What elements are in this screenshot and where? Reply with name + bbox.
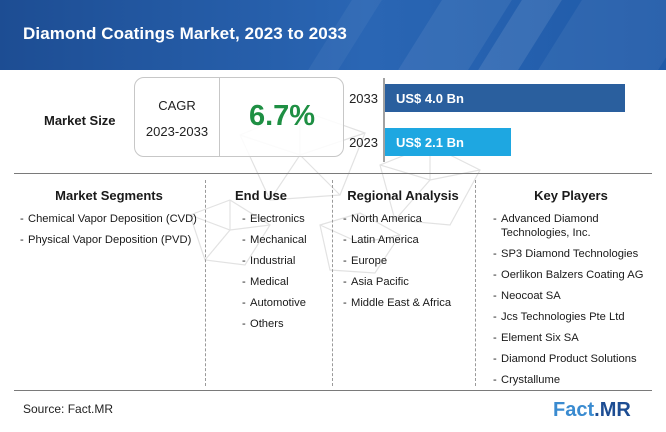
player-label: Diamond Product Solutions	[501, 353, 637, 365]
region-label: Europe	[351, 255, 388, 267]
banner-stripe	[538, 0, 666, 70]
list-item: - Advanced Diamond Technologies, Inc.	[493, 212, 666, 240]
market-segments-column: Market Segments - Chemical Vapor Depositi…	[14, 180, 204, 390]
list-item: - Element Six SA	[493, 332, 579, 344]
end-use-label: Others	[250, 318, 284, 330]
list-item: - Chemical Vapor Deposition (CVD)	[20, 213, 197, 225]
key-players-column: Key Players - Advanced Diamond Technologi…	[476, 180, 666, 390]
market-size-bar-chart: 2033 US$ 4.0 Bn 2023 US$ 2.1 Bn	[349, 78, 625, 162]
bar	[385, 84, 625, 112]
list-item: - Diamond Product Solutions	[493, 353, 637, 365]
end-use-label: Mechanical	[250, 234, 307, 246]
segment-label: Physical Vapor Deposition (PVD)	[28, 234, 192, 246]
player-label: Advanced Diamond	[501, 213, 599, 225]
end-use-column: End Use - Electronics - Mechanical - Indust…	[206, 180, 316, 390]
list-item: - SP3 Diamond Technologies	[493, 248, 639, 260]
logo-part: MR	[599, 399, 631, 421]
cagr-label: CAGR	[158, 98, 196, 113]
list-item: - Electronics	[242, 213, 305, 225]
player-label: Element Six SA	[501, 332, 579, 344]
list-item: - Physical Vapor Deposition (PVD)	[20, 234, 192, 246]
player-label-continued: Technologies, Inc.	[501, 227, 591, 239]
logo-part: .	[594, 399, 600, 421]
list-item: - Middle East & Africa	[343, 297, 452, 309]
list-item: - Others	[242, 318, 284, 330]
region-label: North America	[351, 213, 422, 225]
end-use-label: Automotive	[250, 297, 306, 309]
player-label: Neocoat SA	[501, 290, 561, 302]
player-label: Crystallume	[501, 374, 561, 386]
list-item: - Europe	[343, 255, 388, 267]
regional-analysis-column: Regional Analysis - North America - Latin …	[333, 180, 473, 390]
footer-separator	[14, 390, 652, 391]
list-item: - Crystallume	[493, 374, 561, 386]
regional-analysis-list: - North America - Latin America - Europe -A…	[333, 212, 473, 310]
column-divider	[332, 180, 333, 386]
end-use-label: Electronics	[250, 213, 305, 225]
key-players-heading: Key Players	[534, 188, 608, 203]
end-use-list: - Electronics - Mechanical - Industrial - Me…	[206, 212, 316, 331]
list-item: - Oerlikon Balzers Coating AG	[493, 269, 644, 281]
list-item: - Medical	[242, 276, 289, 288]
key-players-list: - Advanced Diamond Technologies, Inc. - SP…	[476, 212, 666, 387]
end-use-label: Medical	[250, 276, 289, 288]
cagr-box: CAGR 2023-2033 6.7%	[134, 77, 344, 157]
end-use-label: Industrial	[250, 255, 296, 267]
market-segments-heading: Market Segments	[55, 188, 163, 203]
section-separator	[14, 173, 652, 174]
cagr-value: 6.7%	[248, 100, 316, 132]
market-size-label: Market Size	[44, 113, 116, 128]
region-label: Latin America	[351, 234, 419, 246]
cagr-period: 2023-2033	[145, 124, 209, 139]
factmr-logo: Fact.MR	[553, 396, 653, 424]
list-item: - Jcs Technologies Pte Ltd	[493, 311, 625, 323]
column-divider	[205, 180, 206, 386]
list-item: - Automotive	[242, 297, 306, 309]
list-item: - Neocoat SA	[493, 290, 561, 302]
regional-analysis-heading: Regional Analysis	[347, 188, 459, 203]
cagr-divider	[219, 78, 220, 156]
page-title: Diamond Coatings Market, 2023 to 2033	[23, 24, 347, 43]
bar-value-label: US$ 2.1 Bn	[396, 135, 464, 150]
logo-part: Fact	[553, 399, 595, 421]
list-item: - Latin America	[343, 234, 419, 246]
region-label: Middle East & Africa	[351, 297, 452, 309]
header-banner: Diamond Coatings Market, 2023 to 2033	[0, 0, 666, 70]
source-text: Source: Fact.MR	[23, 402, 114, 416]
player-label: SP3 Diamond Technologies	[501, 248, 639, 260]
list-item: - North America	[343, 213, 422, 225]
column-divider	[475, 180, 476, 386]
region-label: Asia Pacific	[351, 276, 409, 288]
end-use-heading: End Use	[234, 188, 287, 203]
list-item: - Industrial	[242, 255, 296, 267]
bar	[385, 128, 511, 156]
player-label: Oerlikon Balzers Coating AG	[501, 269, 644, 281]
market-segments-list: - Chemical Vapor Deposition (CVD) - Physic…	[14, 212, 204, 247]
list-item: - Asia Pacific	[343, 276, 409, 288]
category-label: 2033	[349, 91, 378, 106]
segment-label: Chemical Vapor Deposition (CVD)	[28, 213, 197, 225]
category-label: 2023	[349, 135, 378, 150]
list-item: - Mechanical	[242, 234, 307, 246]
player-label: Jcs Technologies Pte Ltd	[501, 311, 625, 323]
bar-value-label: US$ 4.0 Bn	[396, 91, 464, 106]
